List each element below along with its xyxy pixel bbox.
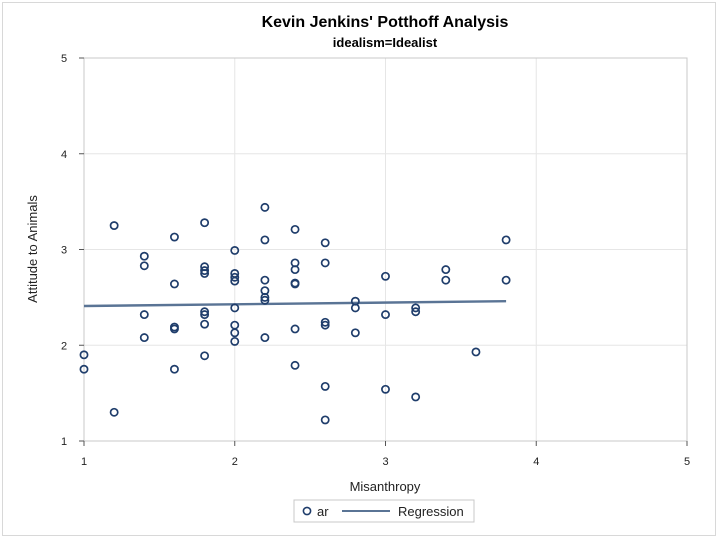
legend-label-regression: Regression <box>398 504 464 519</box>
x-tick-label: 3 <box>382 456 388 468</box>
data-point <box>200 218 210 228</box>
data-point <box>200 319 210 329</box>
y-tick-label: 5 <box>61 53 67 65</box>
data-point <box>230 276 240 286</box>
y-axis-label: Attitude to Animals <box>25 195 40 303</box>
data-point <box>320 320 330 330</box>
data-point <box>200 310 210 320</box>
data-point <box>200 307 210 317</box>
data-point <box>139 261 149 271</box>
data-point <box>471 347 481 357</box>
data-point <box>411 303 421 313</box>
data-point <box>230 328 240 338</box>
y-tick-label: 2 <box>61 340 67 352</box>
x-axis-label: Misanthropy <box>350 479 421 494</box>
x-axis-ticks: 1 2 3 4 5 <box>81 441 690 468</box>
data-point <box>109 407 119 417</box>
chart-title: Kevin Jenkins' Potthoff Analysis <box>262 14 509 31</box>
data-point <box>230 336 240 346</box>
data-point <box>350 303 360 313</box>
data-point <box>230 303 240 313</box>
legend-label-ar: ar <box>317 504 329 519</box>
gridlines <box>83 57 688 442</box>
data-point <box>260 235 270 245</box>
data-point <box>139 251 149 261</box>
data-point <box>260 295 270 305</box>
data-point <box>381 271 390 281</box>
data-point <box>501 235 511 245</box>
scatter-points <box>79 202 511 425</box>
data-point <box>320 381 330 391</box>
x-tick-label: 1 <box>81 456 87 468</box>
data-point <box>139 310 149 320</box>
data-point <box>260 333 270 343</box>
data-point <box>320 258 330 268</box>
data-point <box>441 265 451 275</box>
data-point <box>230 246 240 255</box>
data-point <box>230 272 240 282</box>
regression-line <box>83 300 507 308</box>
data-point <box>411 392 421 402</box>
regression-layer <box>83 300 507 308</box>
data-point <box>381 310 390 320</box>
data-point <box>169 279 179 289</box>
data-point <box>290 279 300 289</box>
y-axis-ticks: 1 2 3 4 5 <box>61 53 84 448</box>
data-point <box>169 364 179 374</box>
data-point <box>290 360 300 370</box>
y-tick-label: 4 <box>61 149 67 161</box>
data-point <box>200 268 210 278</box>
data-point <box>320 238 330 248</box>
data-point <box>381 384 390 394</box>
data-point <box>501 275 511 285</box>
data-point <box>290 265 300 275</box>
data-point <box>79 364 89 374</box>
data-point <box>350 328 360 338</box>
data-point <box>109 221 119 231</box>
data-point <box>290 324 300 334</box>
x-tick-label: 5 <box>684 456 690 468</box>
legend: ar Regression <box>293 499 475 523</box>
data-point <box>200 351 210 361</box>
y-tick-label: 1 <box>61 436 67 448</box>
legend-marker-ar <box>302 506 312 516</box>
data-point <box>169 324 179 334</box>
chart-subtitle: idealism=Idealist <box>333 35 438 50</box>
data-point <box>139 333 149 343</box>
x-tick-label: 4 <box>533 456 539 468</box>
x-tick-label: 2 <box>232 456 238 468</box>
data-point <box>200 266 210 276</box>
data-point <box>260 275 270 285</box>
data-point <box>79 350 89 360</box>
data-point <box>260 202 270 212</box>
data-point <box>411 307 421 317</box>
data-point <box>441 275 451 285</box>
data-point <box>290 224 300 234</box>
y-tick-label: 3 <box>61 245 67 257</box>
data-point <box>320 317 330 327</box>
data-point <box>320 415 330 425</box>
data-point <box>169 232 179 242</box>
data-point <box>260 292 270 302</box>
